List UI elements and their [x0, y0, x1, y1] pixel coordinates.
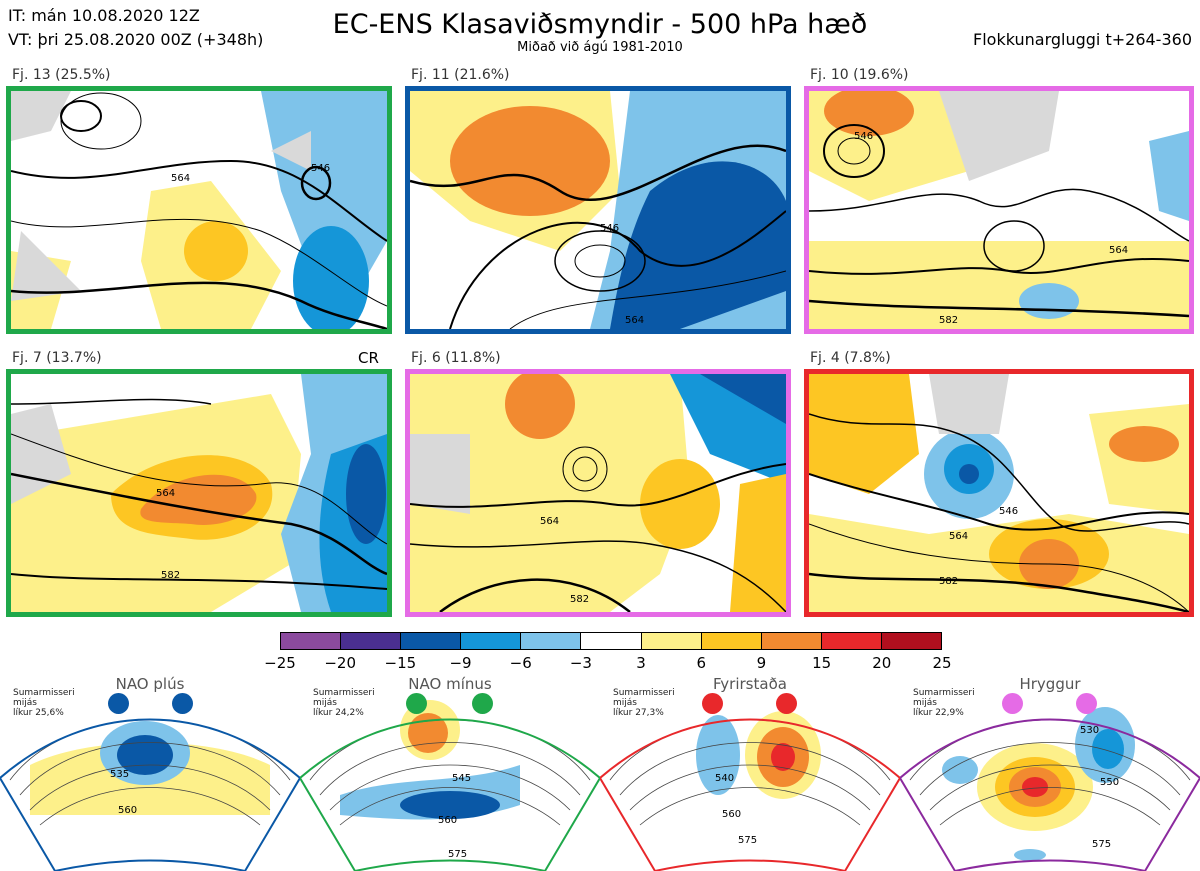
contour-label: 560	[438, 815, 457, 826]
regime-info: Sumarmisseri mijás líkur 22,9%	[913, 688, 975, 718]
cluster-map-4: 564 582	[6, 369, 392, 617]
colorbar-segment	[821, 633, 882, 649]
regime-title: NAO plús	[115, 675, 185, 693]
regime-dot	[702, 693, 723, 714]
contour-label: 546	[854, 131, 873, 142]
contour-label: 575	[738, 835, 757, 846]
colorbar-tick-label: −3	[569, 654, 592, 672]
cluster-map-1: 546 564	[6, 86, 392, 334]
contour-label: 560	[118, 805, 137, 816]
cluster-label: Fj. 10 (19.6%)	[810, 67, 909, 83]
cluster-map-3: 546 564 582	[804, 86, 1194, 334]
cluster-map-6: 546 564 582	[804, 369, 1194, 617]
regime-map: 540 560 575	[600, 711, 900, 871]
cluster-map-5: 564 582	[405, 369, 791, 617]
regime-title: NAO mínus	[408, 675, 492, 693]
contour-label: 564	[625, 315, 644, 326]
colorbar-tick-label: −9	[449, 654, 472, 672]
cluster-label: Fj. 11 (21.6%)	[411, 67, 510, 83]
regime-nao-minus: 545 560 575 NAO mínus Sumarmisseri mijás…	[300, 645, 600, 871]
contour-label: 575	[1092, 839, 1111, 850]
contour-label: 582	[939, 315, 958, 326]
colorbar-segment	[581, 633, 642, 649]
map-canvas: 546 564 582	[809, 91, 1189, 329]
regime-dot	[472, 693, 493, 714]
contour-label: 564	[949, 531, 968, 542]
map-canvas: 546 564 582	[809, 374, 1189, 612]
colorbar-segment	[341, 633, 402, 649]
regime-dot	[1076, 693, 1097, 714]
colorbar-tick-label: −15	[384, 654, 417, 672]
regime-info: Sumarmisseri mijás líkur 25,6%	[13, 688, 75, 718]
page-title: EC-ENS Klasaviðsmyndir - 500 hPa hæð	[332, 9, 868, 40]
regime-nao-plus: 535 560 NAO plús Sumarmisseri mijás líku…	[0, 645, 300, 871]
contour-label: 546	[600, 223, 619, 234]
regime-dot	[776, 693, 797, 714]
contour-label: 546	[999, 506, 1018, 517]
regime-map: 535 560	[0, 718, 300, 871]
map-canvas: 564 582	[11, 374, 387, 612]
regime-title: Hryggur	[1019, 675, 1081, 693]
regime-info: Sumarmisseri mijás líkur 24,2%	[313, 688, 375, 718]
colorbar-tick-label: −6	[509, 654, 532, 672]
colorbar-tick-label: 3	[636, 654, 646, 672]
cr-mark: CR	[358, 349, 379, 367]
valid-time: VT: þri 25.08.2020 00Z (+348h)	[8, 30, 264, 49]
contour-label: 582	[161, 570, 180, 581]
colorbar-segment	[521, 633, 582, 649]
colorbar	[280, 632, 942, 650]
colorbar-segment	[281, 633, 342, 649]
contour-label: 575	[448, 849, 467, 860]
contour-label: 564	[156, 488, 175, 499]
regime-map: 545 560 575	[300, 700, 600, 871]
contour-label: 560	[722, 809, 741, 820]
page-subtitle: Miðað við ágú 1981-2010	[517, 40, 683, 55]
contour-label: 564	[540, 516, 559, 527]
header-info: IT: mán 10.08.2020 12Z VT: þri 25.08.202…	[8, 4, 263, 52]
contour-label: 582	[939, 576, 958, 587]
colorbar-segment	[401, 633, 462, 649]
colorbar-tick-label: 6	[696, 654, 707, 672]
regime-map: 530 550 575	[900, 707, 1200, 871]
colorbar-segment	[641, 633, 702, 649]
cluster-label: Fj. 7 (13.7%)	[12, 350, 102, 366]
regime-dot	[406, 693, 427, 714]
contour-label: 535	[110, 769, 129, 780]
init-time: IT: mán 10.08.2020 12Z	[8, 6, 200, 25]
regime-dot	[1002, 693, 1023, 714]
contour-label: 564	[1109, 245, 1128, 256]
cluster-label: Fj. 13 (25.5%)	[12, 67, 111, 83]
regime-info: Sumarmisseri mijás líkur 27,3%	[613, 688, 675, 718]
contour-label: 545	[452, 773, 471, 784]
colorbar-segment	[761, 633, 822, 649]
colorbar-tick-label: −20	[324, 654, 356, 672]
colorbar-segment	[701, 633, 762, 649]
cluster-label: Fj. 6 (11.8%)	[411, 350, 501, 366]
contour-label: 530	[1080, 725, 1099, 736]
map-canvas: 564 582	[410, 374, 786, 612]
map-canvas: 546 564	[410, 91, 786, 329]
contour-label: 540	[715, 773, 734, 784]
map-canvas: 546 564	[11, 91, 387, 329]
cluster-map-2: 546 564	[405, 86, 791, 334]
colorbar-tick-label: 9	[756, 654, 767, 672]
contour-label: 564	[171, 173, 190, 184]
regime-title: Fyrirstaða	[713, 675, 787, 693]
colorbar-segment	[881, 633, 942, 649]
regime-dot	[108, 693, 129, 714]
regime-blocking: 540 560 575 Fyrirstaða Sumarmisseri mijá…	[600, 645, 900, 871]
colorbar-tick-label: 20	[872, 654, 892, 672]
colorbar-segment	[461, 633, 522, 649]
contour-label: 546	[311, 163, 330, 174]
colorbar-tick-label: −25	[264, 654, 296, 672]
contour-label: 582	[570, 594, 589, 605]
contour-label: 550	[1100, 777, 1119, 788]
colorbar-tick-label: 25	[932, 654, 952, 672]
regime-ridge: 530 550 575 Hryggur Sumarmisseri mijás l…	[900, 645, 1200, 871]
cluster-window: Flokkunargluggi t+264-360	[973, 30, 1192, 49]
regime-dot	[172, 693, 193, 714]
cluster-label: Fj. 4 (7.8%)	[810, 350, 891, 366]
colorbar-tick-label: 15	[812, 654, 832, 672]
